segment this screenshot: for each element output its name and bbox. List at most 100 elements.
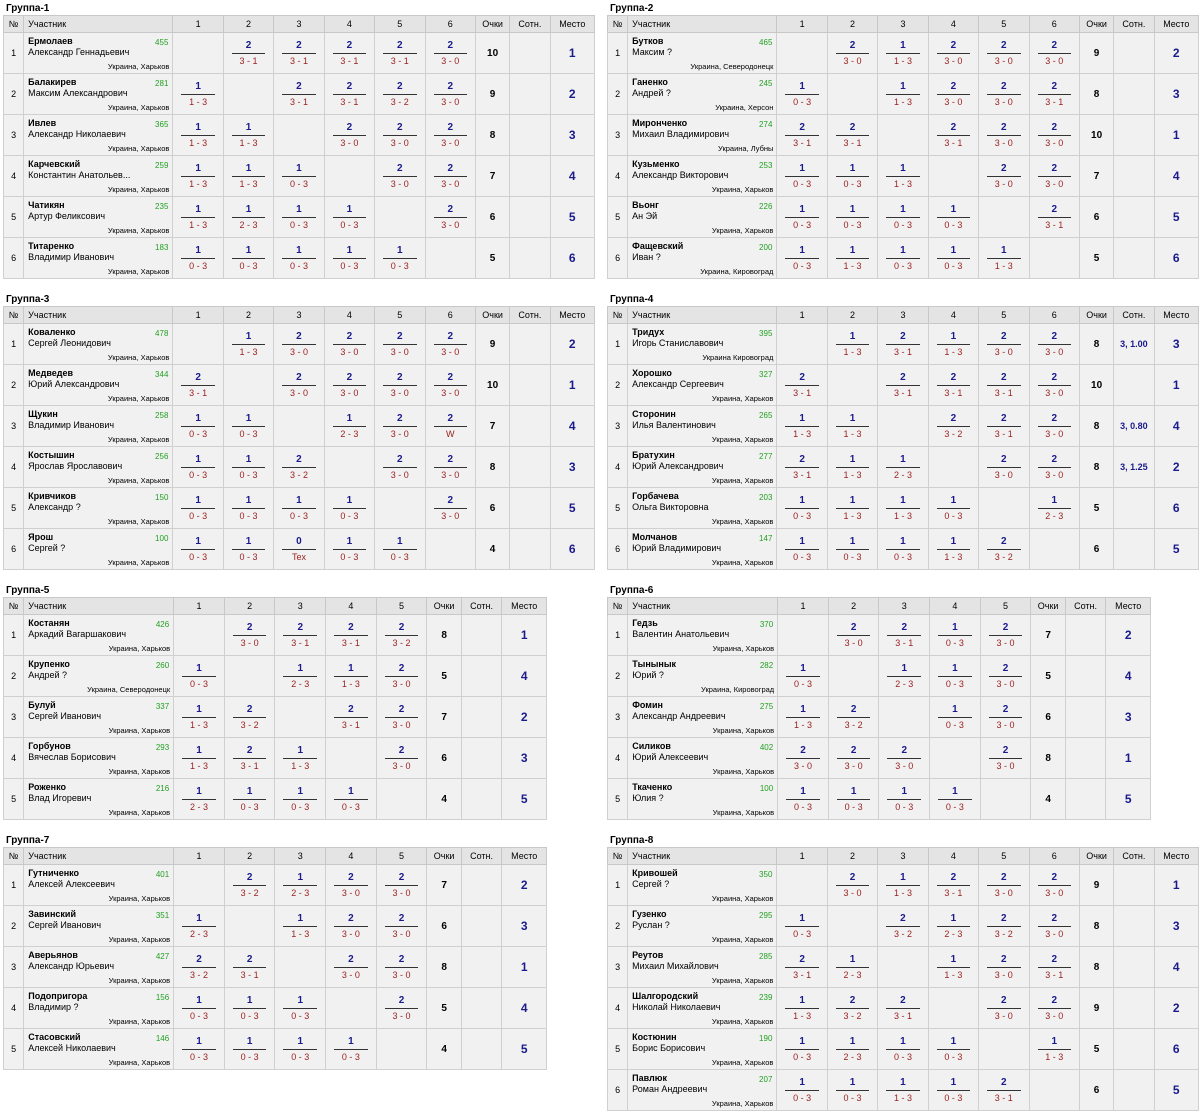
- player-last-name[interactable]: Балакирев: [28, 77, 77, 87]
- player-last-name[interactable]: Братухин: [632, 450, 675, 460]
- player-last-name[interactable]: Горбачева: [632, 491, 679, 501]
- player-cell[interactable]: Гузенко Руслан ? 295 Украина, Харьков: [627, 905, 778, 947]
- player-cell[interactable]: Роженко Влад Игоревич 216 Украина, Харьков: [23, 778, 175, 820]
- player-last-name[interactable]: Бутков: [632, 36, 664, 46]
- player-cell[interactable]: Хорошко Александр Сергеевич 327 Украина, Ха…: [627, 364, 778, 406]
- player-last-name[interactable]: Завинский: [28, 909, 76, 919]
- player-cell[interactable]: Чатикян Артур Феликсович 235 Украина, Харьк…: [23, 196, 174, 238]
- player-cell[interactable]: Костюнин Борис Борисович 190 Украина, Харьк…: [627, 1028, 778, 1070]
- player-cell[interactable]: Сторонин Илья Валентинович 265 Украина, Хар…: [627, 405, 778, 447]
- player-cell[interactable]: Ивлев Александр Николаевич 365 Украина, Хар…: [23, 114, 174, 156]
- player-cell[interactable]: Ганенко Андрей ? 245 Украина, Херсон: [627, 73, 778, 115]
- player-last-name[interactable]: Гедзь: [632, 618, 658, 628]
- player-cell[interactable]: Крупенко Андрей ? 260 Украина, Северодонецк: [23, 655, 175, 697]
- player-last-name[interactable]: Медведев: [28, 368, 74, 378]
- player-last-name[interactable]: Роженко: [28, 782, 66, 792]
- player-last-name[interactable]: Ивлев: [28, 118, 57, 128]
- player-cell[interactable]: Тридух Игорь Станиславович 395 Украина Киро…: [627, 323, 778, 365]
- player-cell[interactable]: Бутков Максим ? 465 Украина, Северодонецк: [627, 32, 778, 74]
- player-last-name[interactable]: Ткаченко: [632, 782, 673, 792]
- player-last-name[interactable]: Костанян: [28, 618, 70, 628]
- player-last-name[interactable]: Тридух: [632, 327, 665, 337]
- player-last-name[interactable]: Кузьменко: [632, 159, 680, 169]
- player-last-name[interactable]: Гузенко: [632, 909, 667, 919]
- player-cell[interactable]: Гутниченко Алексей Алексеевич 401 Украина, …: [23, 864, 175, 906]
- match-result-cell[interactable]: 0 Tex: [273, 528, 325, 570]
- player-last-name[interactable]: Шалгородский: [632, 991, 699, 1001]
- player-last-name[interactable]: Миронченко: [632, 118, 688, 128]
- player-last-name[interactable]: Фомин: [632, 700, 663, 710]
- player-last-name[interactable]: Вьонг: [632, 200, 659, 210]
- player-last-name[interactable]: Хорошко: [632, 368, 672, 378]
- player-last-name[interactable]: Подопригора: [28, 991, 88, 1001]
